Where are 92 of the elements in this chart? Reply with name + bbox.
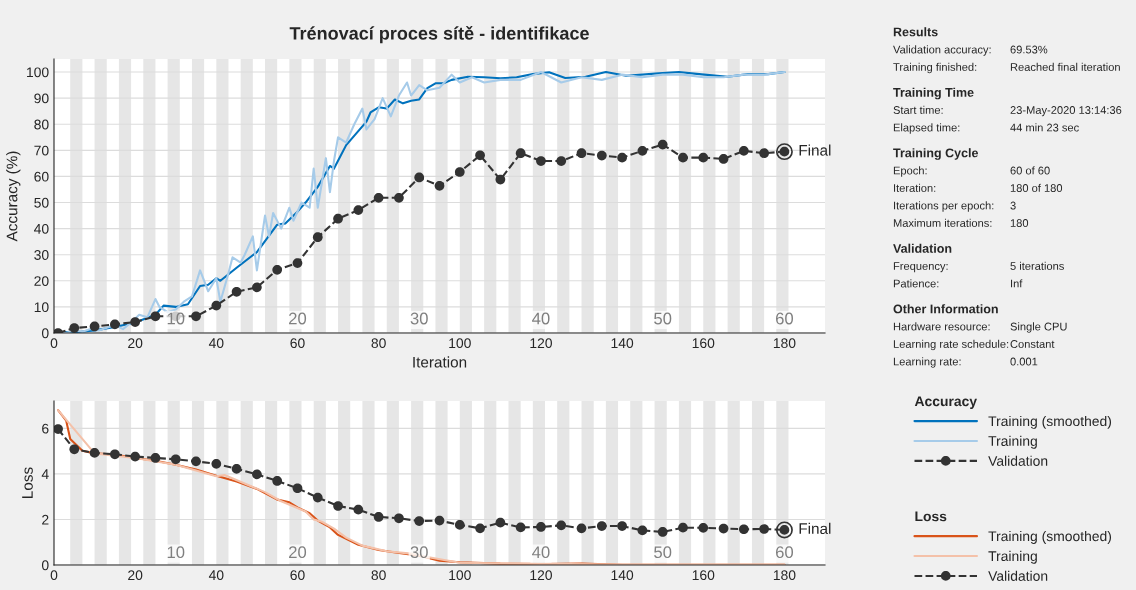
annotation: 30 <box>410 312 428 325</box>
text: 69.53% <box>1010 45 1048 54</box>
annotation: 50 <box>654 312 672 325</box>
y-tick-label: 0 <box>41 328 49 339</box>
text: Frequency: <box>893 262 948 273</box>
annotation: 10 <box>167 546 185 559</box>
text: Start time: <box>893 105 943 114</box>
legend-label: Training <box>988 550 1037 564</box>
text: Epoch: <box>893 166 927 177</box>
text: Training Time <box>893 87 974 100</box>
y-tick-label: 10 <box>34 302 49 313</box>
annotation: 10 <box>167 312 185 325</box>
x-tick-label: 100 <box>449 338 471 349</box>
y-axis-title: Accuracy (%) <box>6 151 21 242</box>
legend-label: Training (smoothed) <box>988 530 1112 544</box>
text: 5 iterations <box>1010 261 1064 270</box>
y-tick-label: 90 <box>34 93 49 104</box>
annotation: 40 <box>532 312 550 325</box>
x-tick-label: 80 <box>371 338 386 349</box>
x-tick-label: 140 <box>611 570 634 581</box>
text: Inf <box>1011 279 1023 288</box>
text: Hardware resource: <box>893 322 990 331</box>
x-tick-label: 180 <box>773 338 796 349</box>
y-axis-title: Loss <box>22 467 33 498</box>
y-tick-label: 50 <box>34 197 49 208</box>
x-tick-label: 20 <box>128 338 143 349</box>
text: Elapsed time: <box>893 123 960 134</box>
x-tick-label: 120 <box>530 570 552 581</box>
y-tick-label: 40 <box>34 223 49 234</box>
legend-label: Validation <box>988 455 1048 466</box>
text: Other Information <box>893 304 998 314</box>
x-tick-label: 20 <box>128 570 143 581</box>
legend-title: Loss <box>915 511 947 522</box>
text: Single CPU <box>1010 322 1067 333</box>
annotation: 20 <box>289 546 307 559</box>
annotation: 60 <box>776 546 794 559</box>
x-tick-label: 0 <box>50 570 58 581</box>
y-tick-label: 60 <box>34 171 49 182</box>
text: 180 <box>1010 219 1029 227</box>
x-tick-label: 60 <box>290 338 305 349</box>
legend-label: Training (smoothed) <box>988 415 1112 429</box>
x-tick-label: 40 <box>208 570 224 581</box>
annotation: Final <box>799 522 831 535</box>
text: Iteration: <box>894 183 936 192</box>
x-tick-label: 60 <box>290 570 305 581</box>
y-tick-label: 6 <box>42 423 49 434</box>
annotation: 60 <box>776 312 794 325</box>
x-tick-label: 180 <box>773 570 796 581</box>
y-tick-label: 30 <box>34 250 49 260</box>
text: Results <box>893 27 938 37</box>
chart-title: Trénovací proces sítě - identifikace <box>289 26 589 44</box>
text: Validation <box>893 243 952 253</box>
x-tick-label: 160 <box>692 570 715 581</box>
annotation: 30 <box>410 546 428 559</box>
text: Learning rate schedule: <box>893 339 1009 351</box>
x-tick-label: 120 <box>530 338 552 349</box>
text: Maximum iterations: <box>893 218 992 227</box>
text: 44 min 23 sec <box>1010 123 1079 132</box>
text: Validation accuracy: <box>893 45 991 56</box>
text: Training Cycle <box>893 148 979 160</box>
x-tick-label: 0 <box>50 338 58 349</box>
text: Training finished: <box>893 62 977 74</box>
legend-label: Validation <box>988 570 1048 581</box>
legend-title: Accuracy <box>914 396 977 409</box>
text: Learning rate: <box>893 357 961 368</box>
x-tick-label: 140 <box>611 338 634 349</box>
text: Reached final iteration <box>1010 62 1120 71</box>
text: 180 of 180 <box>1010 183 1063 192</box>
annotation: 50 <box>654 546 672 559</box>
x-tick-label: 160 <box>692 338 715 349</box>
x-axis-title: Iteration <box>413 356 467 368</box>
text: Iterations per epoch: <box>894 201 994 212</box>
text: 60 of 60 <box>1010 166 1050 175</box>
text: Constant <box>1010 340 1055 348</box>
y-tick-label: 20 <box>34 276 49 286</box>
text: 0.001 <box>1010 357 1038 366</box>
y-tick-label: 2 <box>42 514 49 525</box>
legend-label: Training <box>988 435 1037 449</box>
text: 23-May-2020 13:14:36 <box>1010 106 1122 117</box>
text: Patience: <box>893 279 939 288</box>
annotation: Final <box>799 144 831 156</box>
y-tick-label: 0 <box>41 560 49 571</box>
x-tick-label: 80 <box>371 570 386 581</box>
annotation: 40 <box>532 546 550 559</box>
y-tick-label: 70 <box>34 145 49 156</box>
y-tick-label: 80 <box>34 119 49 130</box>
text: 3 <box>1010 201 1016 210</box>
y-tick-label: 4 <box>41 469 49 479</box>
x-tick-label: 40 <box>208 338 224 349</box>
annotation: 20 <box>289 312 307 325</box>
y-tick-label: 100 <box>27 67 49 78</box>
x-tick-label: 100 <box>449 570 471 581</box>
